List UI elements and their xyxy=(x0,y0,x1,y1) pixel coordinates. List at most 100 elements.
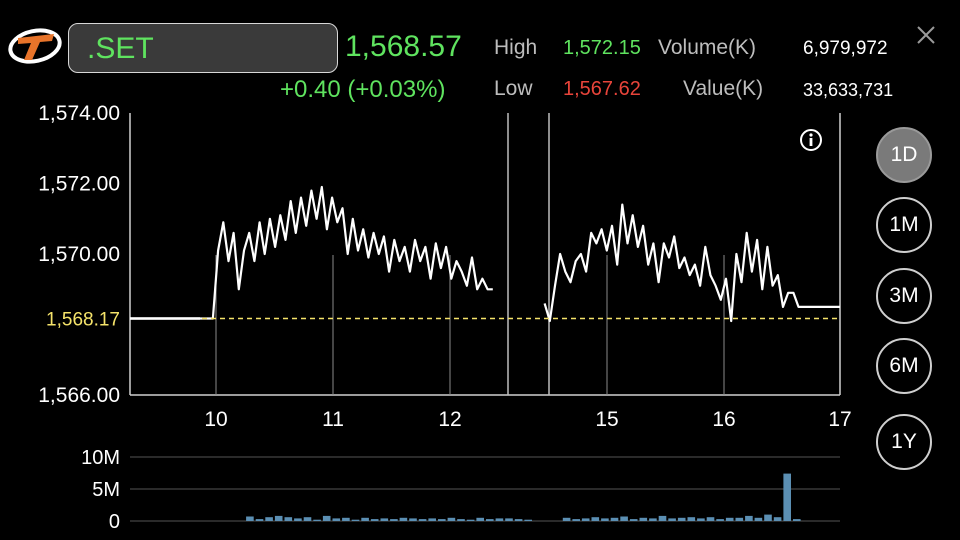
period-selector: 1D xyxy=(876,127,932,183)
y-tick-label: 1,574.00 xyxy=(38,102,120,125)
x-tick-label: 11 xyxy=(322,408,344,431)
volume-bar xyxy=(466,519,475,521)
volume-bar xyxy=(514,519,523,521)
period-3m-button[interactable]: 3M xyxy=(876,268,932,324)
x-tick-label: 12 xyxy=(438,408,461,431)
volume-bar xyxy=(716,519,724,521)
info-icon[interactable] xyxy=(799,128,823,152)
volume-bar xyxy=(322,515,331,521)
high-value: 1,572.15 xyxy=(563,37,641,59)
volume-tick-label: 0 xyxy=(109,511,120,533)
volume-bar xyxy=(668,518,676,521)
low-label: Low xyxy=(494,77,533,100)
volume-bar xyxy=(370,519,379,521)
settrade-logo xyxy=(8,28,62,64)
chart-grid xyxy=(129,113,841,396)
volume-bar xyxy=(457,519,465,521)
volume-bar xyxy=(303,517,312,521)
value-value: 33,633,731 xyxy=(803,80,894,100)
y-tick-label: 1,566.00 xyxy=(38,384,120,407)
x-axis-ticks: 10 11 12 15 16 17 xyxy=(204,408,851,431)
volume-bar xyxy=(351,519,360,521)
volume-bar xyxy=(505,518,513,521)
volume-bar xyxy=(342,517,350,521)
y-tick-label: 1,570.00 xyxy=(38,243,120,266)
volume-bar xyxy=(265,517,273,521)
volume-bar xyxy=(649,518,657,521)
volume-bar xyxy=(495,518,504,521)
volume-bar xyxy=(745,515,753,521)
price-series-line xyxy=(543,203,840,323)
volume-tick-label: 5M xyxy=(92,479,120,501)
volume-bar xyxy=(754,517,763,521)
volume-bar xyxy=(697,518,705,521)
price-change: +0.40 (+0.03%) xyxy=(280,76,446,103)
volume-bar xyxy=(399,517,408,521)
symbol-search-field[interactable]: .SET xyxy=(68,23,338,73)
volume-bar xyxy=(476,517,484,521)
volume-bar xyxy=(438,519,446,521)
volume-bar xyxy=(601,518,609,521)
volume-bar xyxy=(428,518,436,521)
period-6m-button[interactable]: 6M xyxy=(876,338,932,394)
volume-bar xyxy=(380,518,389,521)
volume-bar xyxy=(658,515,667,521)
high-label: High xyxy=(494,36,538,59)
volume-bar xyxy=(706,517,715,521)
period-1y-button[interactable]: 1Y xyxy=(876,414,932,470)
volume-bar xyxy=(562,517,571,521)
volume-bar xyxy=(274,515,283,521)
volume-bar xyxy=(591,517,600,521)
reference-line: 1,568.17 xyxy=(46,310,840,331)
period-1d-button[interactable]: 1D xyxy=(876,127,932,183)
volume-bar xyxy=(629,519,638,521)
volume-tick-label: 10M xyxy=(81,447,120,469)
volume-bar xyxy=(255,519,264,521)
volume-bar xyxy=(361,517,369,521)
volume-bar xyxy=(735,517,744,521)
x-tick-label: 17 xyxy=(828,408,851,431)
volume-bar xyxy=(610,517,619,521)
volume-bar xyxy=(793,519,801,521)
price-line xyxy=(130,185,840,323)
volume-value: 6,979,972 xyxy=(803,38,888,59)
close-icon[interactable] xyxy=(915,24,937,46)
volume-bar xyxy=(783,473,791,521)
value-label: Value(K) xyxy=(683,77,764,100)
volume-bar xyxy=(581,518,590,521)
volume-bar xyxy=(773,517,782,521)
volume-bar xyxy=(725,517,734,521)
volume-bar xyxy=(486,519,494,521)
volume-bar xyxy=(313,519,321,521)
y-axis-ticks: 1,574.00 1,572.00 1,570.00 1,566.00 xyxy=(38,102,120,407)
volume-bar xyxy=(687,517,696,521)
volume-bar xyxy=(284,517,293,521)
x-tick-label: 16 xyxy=(712,408,735,431)
volume-bar xyxy=(620,516,628,521)
low-value: 1,567.62 xyxy=(563,78,641,100)
period-1m-button[interactable]: 1M xyxy=(876,197,932,253)
volume-bar xyxy=(418,519,427,521)
reference-label: 1,568.17 xyxy=(46,310,120,331)
volume-axis-ticks: 10M 5M 0 xyxy=(81,447,120,533)
volume-bar xyxy=(677,517,686,521)
volume-bar xyxy=(572,519,580,521)
x-tick-label: 10 xyxy=(204,408,227,431)
volume-bar xyxy=(524,519,532,521)
volume-bar xyxy=(447,517,456,521)
volume-label: Volume(K) xyxy=(658,36,757,59)
volume-bar xyxy=(246,516,254,521)
last-price: 1,568.57 xyxy=(345,30,462,63)
symbol-text: .SET xyxy=(87,32,154,65)
volume-bar xyxy=(332,518,341,521)
volume-bar xyxy=(409,518,417,521)
x-tick-label: 15 xyxy=(595,408,618,431)
volume-bars xyxy=(130,456,840,522)
y-tick-label: 1,572.00 xyxy=(38,173,120,196)
volume-bar xyxy=(764,514,772,521)
volume-bar xyxy=(390,519,398,521)
volume-bar xyxy=(639,517,648,521)
volume-bar xyxy=(294,518,302,521)
price-series-line xyxy=(130,185,493,320)
